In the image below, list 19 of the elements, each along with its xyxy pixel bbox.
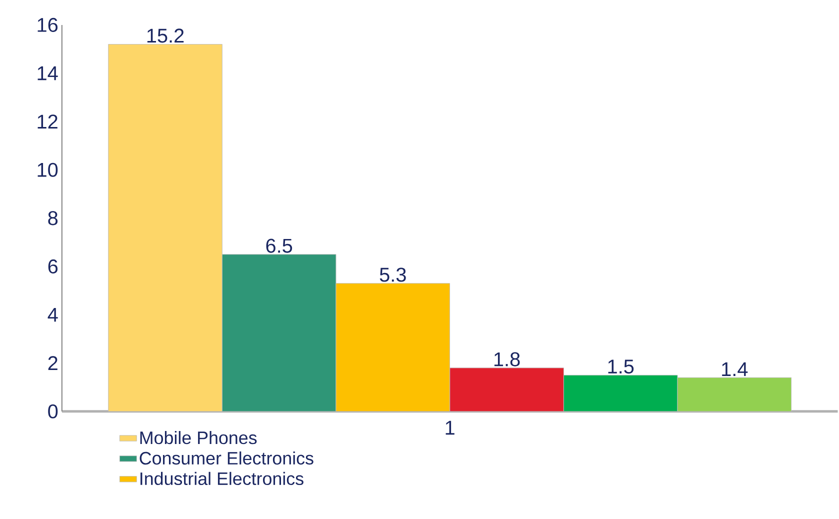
data-label: 5.3 (380, 268, 406, 282)
y-tick-label: 6 (48, 259, 58, 274)
legend-label: Industrial Electronics (140, 472, 304, 485)
y-tick-label: 8 (48, 211, 58, 226)
y-tick-label: 4 (48, 308, 58, 322)
legend-label: Consumer Electronics (140, 451, 314, 464)
data-label: 15.2 (147, 28, 184, 43)
legend-label: Mobile Phones (140, 430, 257, 444)
data-label: 1.4 (722, 362, 748, 376)
y-tick-label: 14 (38, 66, 58, 80)
y-tick-label: 0 (48, 404, 58, 418)
data-label: 6.5 (266, 238, 292, 253)
y-tick-label: 10 (38, 162, 58, 177)
data-label: 1.5 (608, 360, 634, 374)
y-tick-label: 16 (38, 18, 58, 32)
data-label: 1.8 (494, 352, 520, 366)
x-tick-label: 1 (446, 420, 454, 434)
y-tick-label: 12 (38, 114, 58, 128)
y-tick-label: 2 (48, 356, 58, 370)
